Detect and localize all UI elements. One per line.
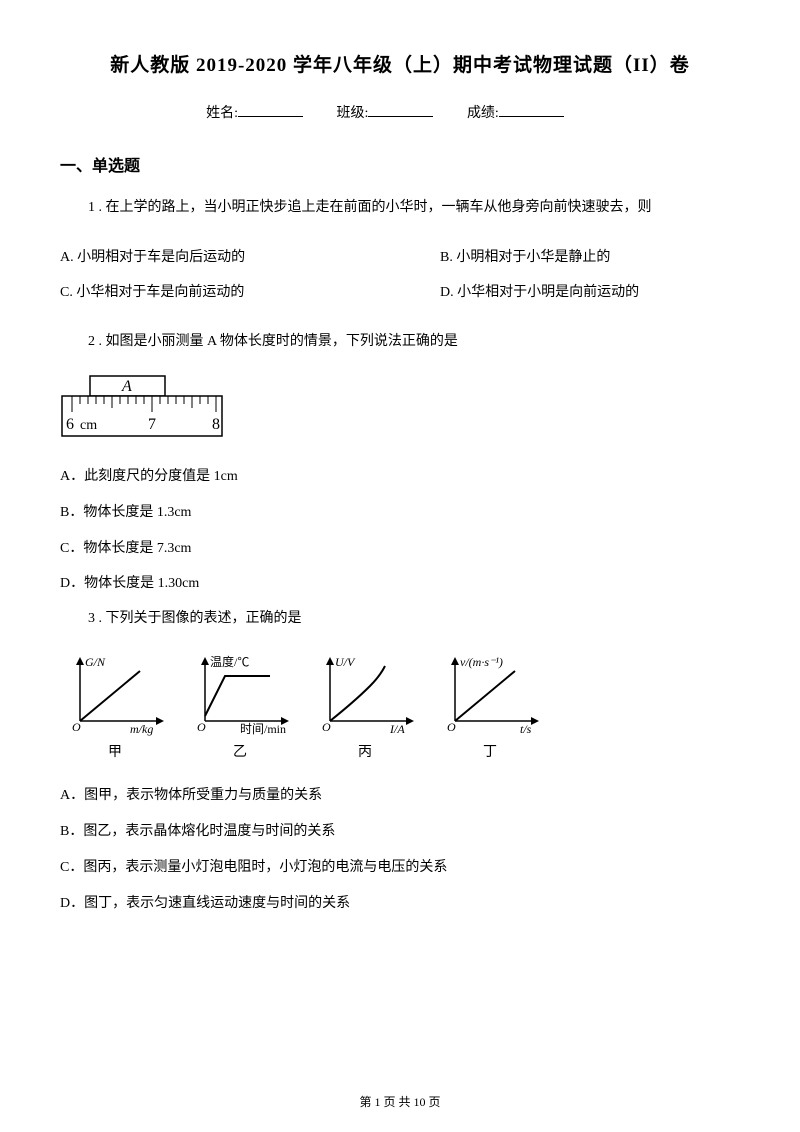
- ruler-tick-6: 6: [66, 416, 74, 433]
- svg-text:时间/min: 时间/min: [240, 722, 286, 736]
- q2-option-d: D．物体长度是 1.30cm: [60, 569, 740, 600]
- page-footer: 第 1 页 共 10 页: [0, 1093, 800, 1110]
- svg-text:U/V: U/V: [335, 655, 356, 669]
- chart-3-svg: U/V O I/A: [310, 651, 420, 736]
- q1-option-a: A. 小明相对于车是向后运动的: [60, 240, 400, 275]
- svg-text:m/kg: m/kg: [130, 722, 153, 736]
- svg-text:v/(m·s⁻¹): v/(m·s⁻¹): [460, 655, 503, 669]
- ruler-tick-8: 8: [212, 416, 220, 433]
- ruler-svg-icon: A 6 cm 7 8: [60, 374, 225, 442]
- chart-1: G/N O m/kg 甲: [60, 651, 170, 761]
- question-1-text: 1 . 在上学的路上，当小明正快步追上走在前面的小华时，一辆车从他身旁向前快速驶…: [60, 194, 740, 222]
- ruler-object-label: A: [121, 378, 132, 395]
- chart-2: 温度/℃ O 时间/min 乙: [185, 651, 295, 761]
- q1-option-c: C. 小华相对于车是向前运动的: [60, 275, 400, 310]
- student-info-row: 姓名: 班级: 成绩:: [60, 102, 740, 122]
- svg-text:O: O: [72, 720, 81, 734]
- name-blank[interactable]: [238, 116, 303, 117]
- q3-option-c: C．图丙，表示测量小灯泡电阻时，小灯泡的电流与电压的关系: [60, 853, 740, 884]
- chart-4-svg: v/(m·s⁻¹) O t/s: [435, 651, 545, 736]
- q2-option-b: B．物体长度是 1.3cm: [60, 498, 740, 529]
- ruler-figure: A 6 cm 7 8: [60, 374, 740, 442]
- score-label: 成绩:: [467, 106, 499, 121]
- svg-text:O: O: [322, 720, 331, 734]
- score-blank[interactable]: [499, 116, 564, 117]
- chart-3: U/V O I/A 丙: [310, 651, 420, 761]
- chart-2-caption: 乙: [233, 741, 247, 761]
- svg-text:O: O: [447, 720, 456, 734]
- question-1-options: A. 小明相对于车是向后运动的 B. 小明相对于小华是静止的 C. 小华相对于车…: [60, 240, 740, 310]
- svg-text:G/N: G/N: [85, 655, 106, 669]
- svg-text:温度/℃: 温度/℃: [210, 654, 249, 669]
- q2-option-c: C．物体长度是 7.3cm: [60, 534, 740, 565]
- class-blank[interactable]: [368, 116, 433, 117]
- class-label: 班级:: [337, 106, 369, 121]
- q3-option-a: A．图甲，表示物体所受重力与质量的关系: [60, 781, 740, 812]
- question-3-text: 3 . 下列关于图像的表述，正确的是: [60, 605, 740, 633]
- ruler-tick-7: 7: [148, 416, 156, 433]
- q3-option-b: B．图乙，表示晶体熔化时温度与时间的关系: [60, 817, 740, 848]
- q1-option-d: D. 小华相对于小明是向前运动的: [400, 275, 740, 310]
- q2-option-a: A．此刻度尺的分度值是 1cm: [60, 462, 740, 493]
- svg-text:I/A: I/A: [389, 722, 405, 736]
- exam-title: 新人教版 2019-2020 学年八年级（上）期中考试物理试题（II）卷: [60, 50, 740, 77]
- chart-1-svg: G/N O m/kg: [60, 651, 170, 736]
- charts-row: G/N O m/kg 甲 温度/℃ O 时间/min 乙 U/V O I/A: [60, 651, 740, 761]
- chart-4: v/(m·s⁻¹) O t/s 丁: [435, 651, 545, 761]
- svg-text:O: O: [197, 720, 206, 734]
- chart-1-caption: 甲: [108, 741, 122, 761]
- q1-option-b: B. 小明相对于小华是静止的: [400, 240, 740, 275]
- svg-text:t/s: t/s: [520, 722, 532, 736]
- chart-4-caption: 丁: [483, 741, 497, 761]
- name-label: 姓名:: [206, 106, 238, 121]
- section-1-title: 一、单选题: [60, 152, 740, 176]
- chart-3-caption: 丙: [358, 741, 372, 761]
- q3-option-d: D．图丁，表示匀速直线运动速度与时间的关系: [60, 889, 740, 920]
- ruler-unit: cm: [80, 418, 97, 433]
- chart-2-svg: 温度/℃ O 时间/min: [185, 651, 295, 736]
- question-2-text: 2 . 如图是小丽测量 A 物体长度时的情景，下列说法正确的是: [60, 328, 740, 356]
